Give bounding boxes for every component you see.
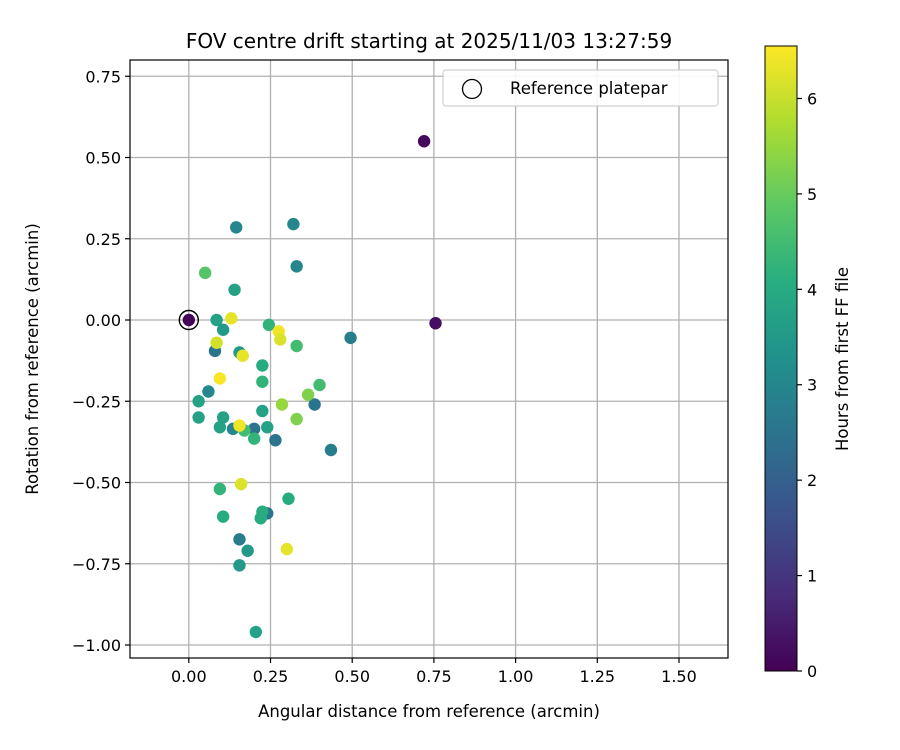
colorbar-tick-label: 2 — [807, 471, 817, 490]
x-axis-ticks: 0.00 0.25 0.50 0.75 1.00 1.25 1.50 — [171, 658, 697, 686]
legend-label: Reference platepar — [510, 79, 668, 98]
data-points — [178, 135, 442, 639]
x-tick-label: 1.25 — [579, 667, 615, 686]
data-point — [313, 378, 326, 392]
y-tick-label: −1.00 — [72, 636, 121, 655]
data-point — [233, 559, 246, 572]
y-tick-label: 0.00 — [85, 311, 121, 330]
data-point — [216, 411, 230, 424]
data-point — [417, 135, 431, 148]
data-point — [269, 434, 282, 447]
data-point — [301, 388, 315, 401]
data-point — [274, 333, 287, 346]
y-axis-ticks: 0.75 0.50 0.25 0.00 −0.25 −0.50 −0.75 −1.00 — [72, 67, 130, 655]
data-point — [247, 432, 261, 445]
data-point — [210, 336, 223, 349]
data-point — [429, 317, 442, 330]
chart-title: FOV centre drift starting at 2025/11/03 … — [186, 29, 672, 53]
x-tick-label: 1.00 — [498, 667, 534, 686]
plot-frame — [129, 59, 729, 659]
y-tick-label: 0.25 — [85, 230, 121, 249]
data-point — [228, 283, 241, 296]
x-tick-label: 0.25 — [253, 667, 289, 686]
data-point — [233, 419, 246, 432]
grid — [130, 60, 728, 658]
data-point — [192, 395, 205, 408]
data-point — [225, 312, 238, 325]
data-point — [247, 422, 261, 436]
data-point — [213, 372, 227, 385]
y-tick-label: 0.75 — [85, 67, 121, 86]
data-point — [287, 217, 300, 231]
data-point — [216, 323, 230, 336]
data-point — [324, 443, 338, 457]
legend-marker — [461, 78, 483, 100]
y-tick-label: 0.50 — [85, 149, 121, 168]
data-point — [192, 411, 205, 424]
data-point — [182, 313, 196, 327]
y-tick-label: −0.25 — [72, 392, 121, 411]
data-point — [282, 492, 295, 505]
data-point — [234, 477, 248, 491]
x-tick-label: 0.00 — [171, 667, 207, 686]
data-point — [308, 398, 321, 411]
legend: Reference platepar — [442, 69, 719, 107]
colorbar: 0 1 2 3 4 5 6 Hours from first FF file — [764, 45, 852, 681]
data-point — [241, 544, 254, 557]
data-point — [210, 313, 223, 327]
y-tick-label: −0.75 — [72, 555, 121, 574]
data-point — [230, 221, 243, 234]
data-point — [213, 482, 227, 496]
x-tick-label: 0.75 — [416, 667, 452, 686]
legend-box — [442, 69, 719, 107]
colorbar-tick-label: 3 — [807, 376, 817, 395]
x-axis-label: Angular distance from reference (arcmin) — [258, 702, 600, 721]
data-point — [262, 318, 276, 332]
data-point — [236, 349, 249, 362]
colorbar-gradient — [764, 45, 798, 672]
reference-platepar-marker — [178, 309, 200, 331]
colorbar-tick-label: 1 — [807, 567, 817, 586]
data-point — [280, 542, 294, 556]
y-axis-label: Rotation from reference (arcmin) — [23, 223, 42, 495]
data-point — [290, 339, 303, 353]
colorbar-ticks: 0 1 2 3 4 5 6 — [797, 89, 817, 681]
data-point — [256, 404, 269, 418]
data-point — [213, 421, 227, 434]
data-point — [256, 359, 269, 372]
data-point — [202, 385, 215, 398]
data-point — [344, 331, 357, 345]
x-tick-label: 1.50 — [661, 667, 697, 686]
y-tick-label: −0.50 — [72, 474, 121, 493]
data-point — [256, 375, 269, 388]
data-point — [216, 510, 230, 523]
data-point — [290, 260, 303, 273]
data-point — [290, 412, 303, 426]
colorbar-tick-label: 4 — [807, 280, 817, 299]
colorbar-tick-label: 0 — [807, 662, 817, 681]
data-point — [198, 266, 212, 280]
colorbar-label: Hours from first FF file — [833, 267, 852, 451]
data-point — [233, 533, 246, 546]
data-point — [261, 421, 274, 434]
colorbar-tick-label: 5 — [807, 185, 817, 204]
colorbar-tick-label: 6 — [807, 89, 817, 108]
x-tick-label: 0.50 — [334, 667, 370, 686]
data-point — [275, 398, 289, 411]
data-point — [249, 625, 263, 639]
data-point — [254, 512, 267, 525]
